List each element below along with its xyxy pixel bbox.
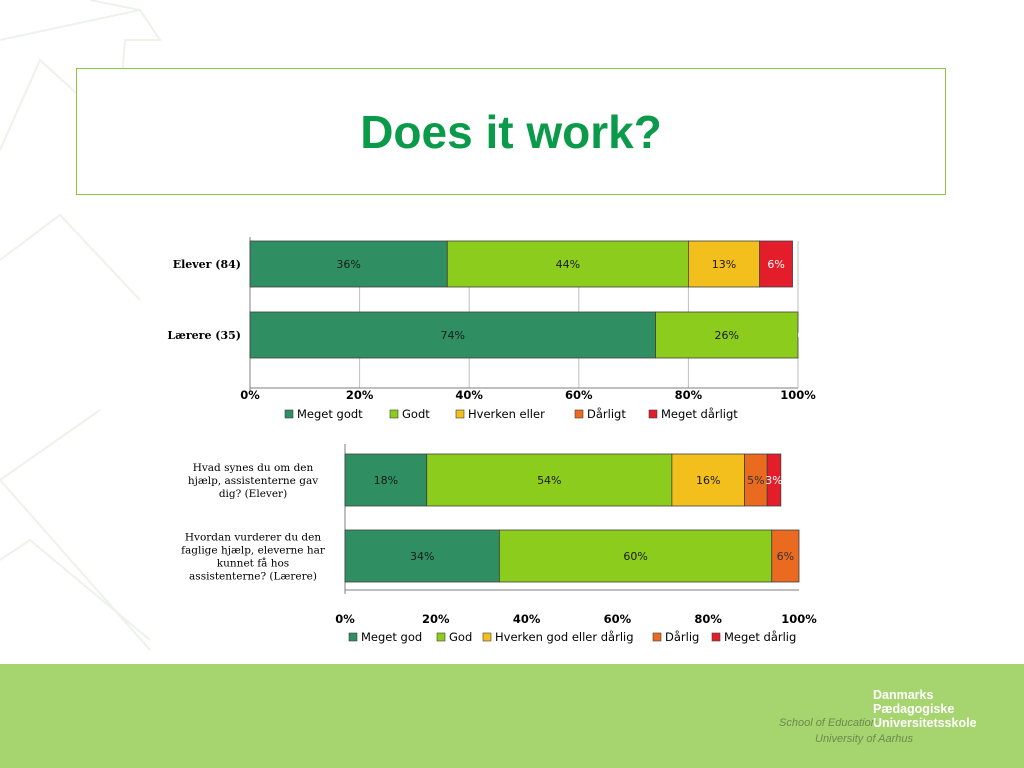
data-label: 74% <box>441 329 465 342</box>
legend-label: God <box>449 630 472 644</box>
data-label: 18% <box>374 474 398 487</box>
data-label: 5% <box>747 474 764 487</box>
data-label: 60% <box>623 550 647 563</box>
footer-university-label: University of Aarhus <box>815 733 914 745</box>
charts-panel: 36% 44% 13% 6% Elever (84) 74% 26% 0% Lærere (35… <box>167 216 823 652</box>
legend-label: Dårlig <box>665 630 699 644</box>
x-tick-label: 40% <box>513 612 541 626</box>
institution-line: Danmarks <box>873 688 934 702</box>
legend-swatch <box>482 632 492 642</box>
slide-title: Does it work? <box>360 105 662 158</box>
bar-segment <box>344 453 428 507</box>
data-label: 6% <box>777 550 794 563</box>
category-label: assistenterne? (Lærere) <box>189 571 317 583</box>
legend-swatch <box>652 632 662 642</box>
category-label: Hvordan vurderer du den <box>185 532 322 544</box>
bar-segment <box>766 453 782 507</box>
x-tick-label: 100% <box>781 612 817 626</box>
data-label: 36% <box>336 258 360 271</box>
x-tick-label: 60% <box>604 612 632 626</box>
category-label: Lærere (35) <box>167 329 241 342</box>
charts-svg: 36% 44% 13% 6% Elever (84) 74% 26% 0% Lærere (35… <box>167 237 817 644</box>
legend-label: Dårligt <box>587 407 626 421</box>
x-tick-label: 100% <box>780 388 816 402</box>
bar-segment <box>344 529 500 583</box>
category-label: Hvad synes du om den <box>193 462 314 474</box>
legend-label: Hverken eller <box>468 407 545 421</box>
legend-label: Meget god <box>361 630 422 644</box>
data-label: 34% <box>410 550 434 563</box>
x-tick-label: 0% <box>240 388 260 402</box>
bar-segment <box>759 240 793 288</box>
footer-band <box>0 664 1024 768</box>
legend-swatch <box>348 632 358 642</box>
institution-line: Pædagogiske <box>873 702 955 716</box>
legend-swatch <box>436 632 446 642</box>
x-tick-label: 20% <box>422 612 450 626</box>
data-label: 54% <box>537 474 561 487</box>
category-label: hjælp, assistenterne gav <box>188 475 318 487</box>
x-tick-label: 0% <box>335 612 355 626</box>
bar-segment <box>688 240 761 288</box>
legend-label: Meget dårligt <box>661 407 738 421</box>
bar-segment <box>498 529 773 583</box>
legend-label: Hverken god eller dårlig <box>495 630 634 644</box>
data-label: 6% <box>767 258 784 271</box>
data-label: 16% <box>696 474 720 487</box>
title-box: Does it work? <box>76 68 946 195</box>
legend-label: Meget godt <box>297 407 363 421</box>
x-tick-label: 80% <box>675 388 703 402</box>
legend-swatch <box>284 409 294 419</box>
data-label: 3% <box>765 474 782 487</box>
bar-segment <box>249 311 656 359</box>
institution-line: Universitetsskole <box>873 716 977 730</box>
data-label: 13% <box>712 258 736 271</box>
footer-school-label: School of Education <box>779 717 877 729</box>
legend-swatch <box>711 632 721 642</box>
x-tick-label: 60% <box>565 388 593 402</box>
legend-label: Meget dårlig <box>724 630 796 644</box>
x-tick-label: 80% <box>694 612 722 626</box>
bar-segment <box>655 311 799 359</box>
legend-swatch <box>455 409 465 419</box>
legend-label: Godt <box>402 407 430 421</box>
category-label: faglige hjælp, eleverne har <box>181 545 326 557</box>
category-label: kunnet få hos <box>217 557 289 570</box>
data-label: 44% <box>556 258 580 271</box>
x-tick-label: 40% <box>455 388 483 402</box>
data-label: 26% <box>715 329 739 342</box>
institution-name: Danmarks Pædagogiske Universitetsskole <box>873 688 977 730</box>
legend-swatch <box>574 409 584 419</box>
legend-swatch <box>648 409 658 419</box>
data-label: 0% <box>797 329 814 342</box>
category-label: Elever (84) <box>173 258 241 271</box>
legend-swatch <box>389 409 399 419</box>
x-tick-label: 20% <box>346 388 374 402</box>
bar-segment <box>671 453 745 507</box>
category-label: dig? (Elever) <box>219 488 287 500</box>
bar-segment <box>771 529 800 583</box>
bar-segment <box>426 453 673 507</box>
bar-segment <box>446 240 689 288</box>
